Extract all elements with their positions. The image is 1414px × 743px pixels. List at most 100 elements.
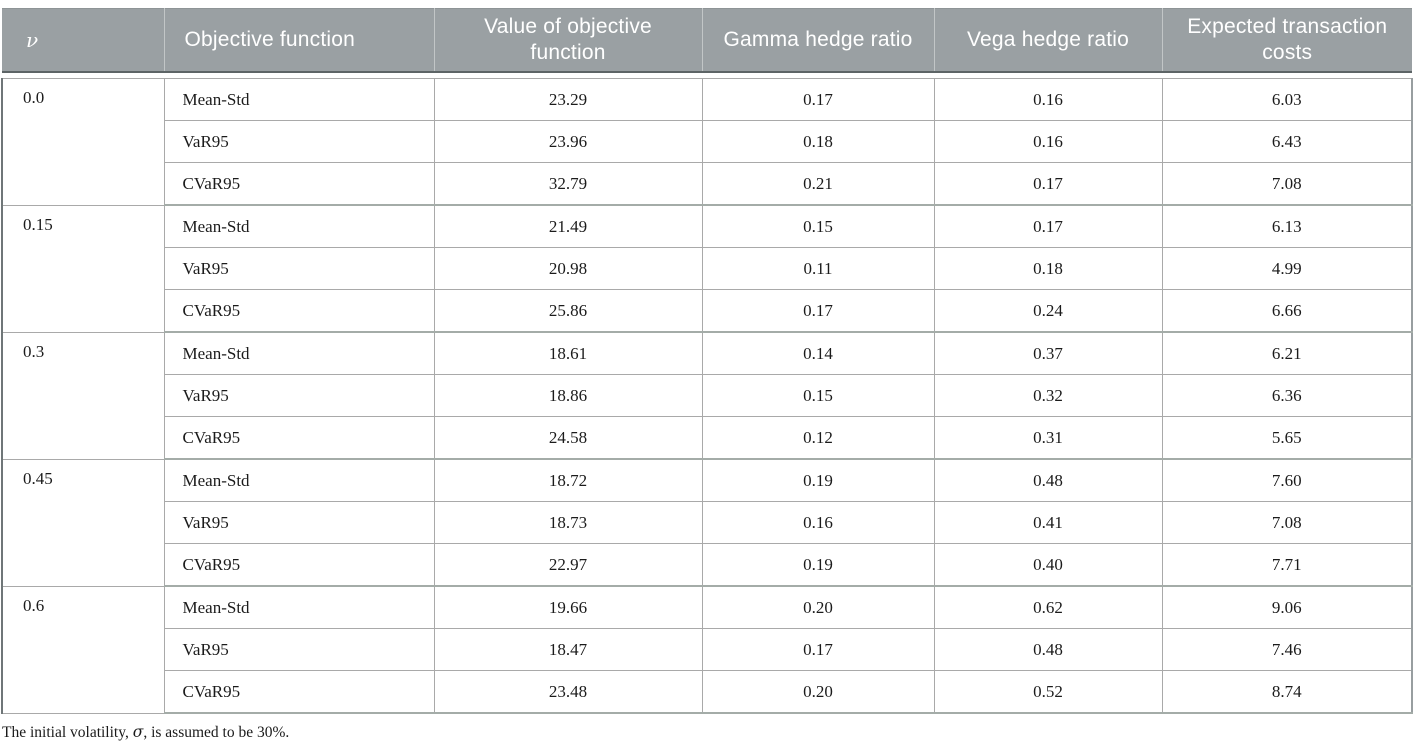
cost-cell: 6.36: [1161, 374, 1413, 417]
vega-cell: 0.17: [933, 162, 1163, 206]
objective-cell: Mean-Std: [163, 78, 435, 121]
value-cell: 25.86: [433, 289, 703, 333]
value-cell: 23.96: [433, 120, 703, 163]
value-cell: 32.79: [433, 162, 703, 206]
objective-cell: CVaR95: [163, 162, 435, 206]
vega-cell: 0.31: [933, 416, 1163, 460]
cost-cell: 6.43: [1161, 120, 1413, 163]
value-cell: 22.97: [433, 543, 703, 587]
vega-cell: 0.48: [933, 458, 1163, 502]
table-row: VaR95 18.47 0.17 0.48 7.46: [2, 628, 1413, 671]
objective-cell: CVaR95: [163, 416, 435, 460]
table-row: CVaR95 32.79 0.21 0.17 7.08: [2, 162, 1413, 206]
cost-cell: 5.65: [1161, 416, 1413, 460]
cost-cell: 6.21: [1161, 331, 1413, 375]
objective-cell: Mean-Std: [163, 585, 435, 629]
cost-cell: 7.08: [1161, 162, 1413, 206]
v-cell: 0.15: [1, 204, 165, 333]
gamma-cell: 0.19: [701, 458, 935, 502]
gamma-cell: 0.15: [701, 374, 935, 417]
objective-cell: VaR95: [163, 501, 435, 544]
objective-cell: Mean-Std: [163, 204, 435, 248]
gamma-cell: 0.19: [701, 543, 935, 587]
gamma-cell: 0.14: [701, 331, 935, 375]
footnote-text-prefix: The initial volatility,: [2, 724, 133, 741]
table-footnote: The initial volatility, σ, is assumed to…: [2, 723, 1414, 742]
v-cell: 0.3: [1, 331, 165, 460]
cost-cell: 7.71: [1161, 543, 1413, 587]
gamma-cell: 0.12: [701, 416, 935, 460]
value-cell: 18.72: [433, 458, 703, 502]
header-body-gap: [2, 72, 1412, 79]
value-cell: 19.66: [433, 585, 703, 629]
cost-cell: 9.06: [1161, 585, 1413, 629]
gamma-cell: 0.17: [701, 628, 935, 671]
cost-cell: 6.13: [1161, 204, 1413, 248]
v-cell: 0.6: [1, 585, 165, 714]
table-row: VaR95 23.96 0.18 0.16 6.43: [2, 120, 1413, 163]
table-body: 0.0 Mean-Std 23.29 0.17 0.16 6.03 VaR95 23.96 0.…: [1, 72, 1413, 714]
vega-cell: 0.32: [933, 374, 1163, 417]
col-header-cost: Expected transaction costs: [1162, 8, 1412, 73]
table-row: 0.45 Mean-Std 18.72 0.19 0.48 7.60: [1, 458, 1413, 587]
gamma-cell: 0.16: [701, 501, 935, 544]
gamma-cell: 0.17: [701, 78, 935, 121]
table-row: CVaR95 25.86 0.17 0.24 6.66: [2, 289, 1413, 333]
gamma-cell: 0.17: [701, 289, 935, 333]
cost-cell: 4.99: [1161, 247, 1413, 290]
vega-cell: 0.16: [933, 78, 1163, 121]
vega-cell: 0.17: [933, 204, 1163, 248]
objective-cell: CVaR95: [163, 289, 435, 333]
cost-cell: 7.46: [1161, 628, 1413, 671]
v-cell: 0.0: [1, 78, 165, 206]
table-row: 0.3 Mean-Std 18.61 0.14 0.37 6.21: [1, 331, 1413, 460]
vega-cell: 0.24: [933, 289, 1163, 333]
gamma-cell: 0.11: [701, 247, 935, 290]
footnote-text-suffix: , is assumed to be 30%.: [143, 724, 290, 741]
cost-cell: 7.08: [1161, 501, 1413, 544]
vega-cell: 0.52: [933, 670, 1163, 714]
vega-cell: 0.62: [933, 585, 1163, 629]
objective-cell: VaR95: [163, 374, 435, 417]
vega-cell: 0.41: [933, 501, 1163, 544]
vega-cell: 0.18: [933, 247, 1163, 290]
table-row: 0.15 Mean-Std 21.49 0.15 0.17 6.13: [1, 204, 1413, 333]
value-cell: 20.98: [433, 247, 703, 290]
objective-cell: CVaR95: [163, 670, 435, 714]
objective-cell: Mean-Std: [163, 458, 435, 502]
objective-cell: VaR95: [163, 120, 435, 163]
vega-cell: 0.16: [933, 120, 1163, 163]
value-cell: 18.73: [433, 501, 703, 544]
gamma-cell: 0.21: [701, 162, 935, 206]
col-header-val: Value of objective function: [434, 8, 703, 73]
cost-cell: 6.03: [1161, 78, 1413, 121]
value-cell: 24.58: [433, 416, 703, 460]
table-row: CVaR95 23.48 0.20 0.52 8.74: [2, 670, 1413, 714]
objective-cell: VaR95: [163, 628, 435, 671]
v-cell: 0.45: [1, 458, 165, 587]
value-cell: 21.49: [433, 204, 703, 248]
table-row: CVaR95 24.58 0.12 0.31 5.65: [2, 416, 1413, 460]
vega-cell: 0.37: [933, 331, 1163, 375]
value-cell: 23.48: [433, 670, 703, 714]
col-header-v: ν: [2, 8, 165, 73]
col-header-gamma: Gamma hedge ratio: [702, 8, 935, 73]
objective-cell: Mean-Std: [163, 331, 435, 375]
results-table: ν Objective function Value of objective fu…: [1, 8, 1413, 714]
cost-cell: 8.74: [1161, 670, 1413, 714]
table-row: VaR95 18.86 0.15 0.32 6.36: [2, 374, 1413, 417]
gamma-cell: 0.20: [701, 670, 935, 714]
sigma-symbol: σ: [132, 723, 144, 741]
gamma-cell: 0.15: [701, 204, 935, 248]
objective-cell: CVaR95: [163, 543, 435, 587]
cost-cell: 7.60: [1161, 458, 1413, 502]
table-row: 0.0 Mean-Std 23.29 0.17 0.16 6.03: [1, 78, 1413, 206]
cost-cell: 6.66: [1161, 289, 1413, 333]
gamma-cell: 0.18: [701, 120, 935, 163]
value-cell: 18.61: [433, 331, 703, 375]
table-header: ν Objective function Value of objective fu…: [2, 8, 1412, 73]
table-row: CVaR95 22.97 0.19 0.40 7.71: [2, 543, 1413, 587]
value-cell: 18.86: [433, 374, 703, 417]
table-row: 0.6 Mean-Std 19.66 0.20 0.62 9.06: [1, 585, 1413, 714]
